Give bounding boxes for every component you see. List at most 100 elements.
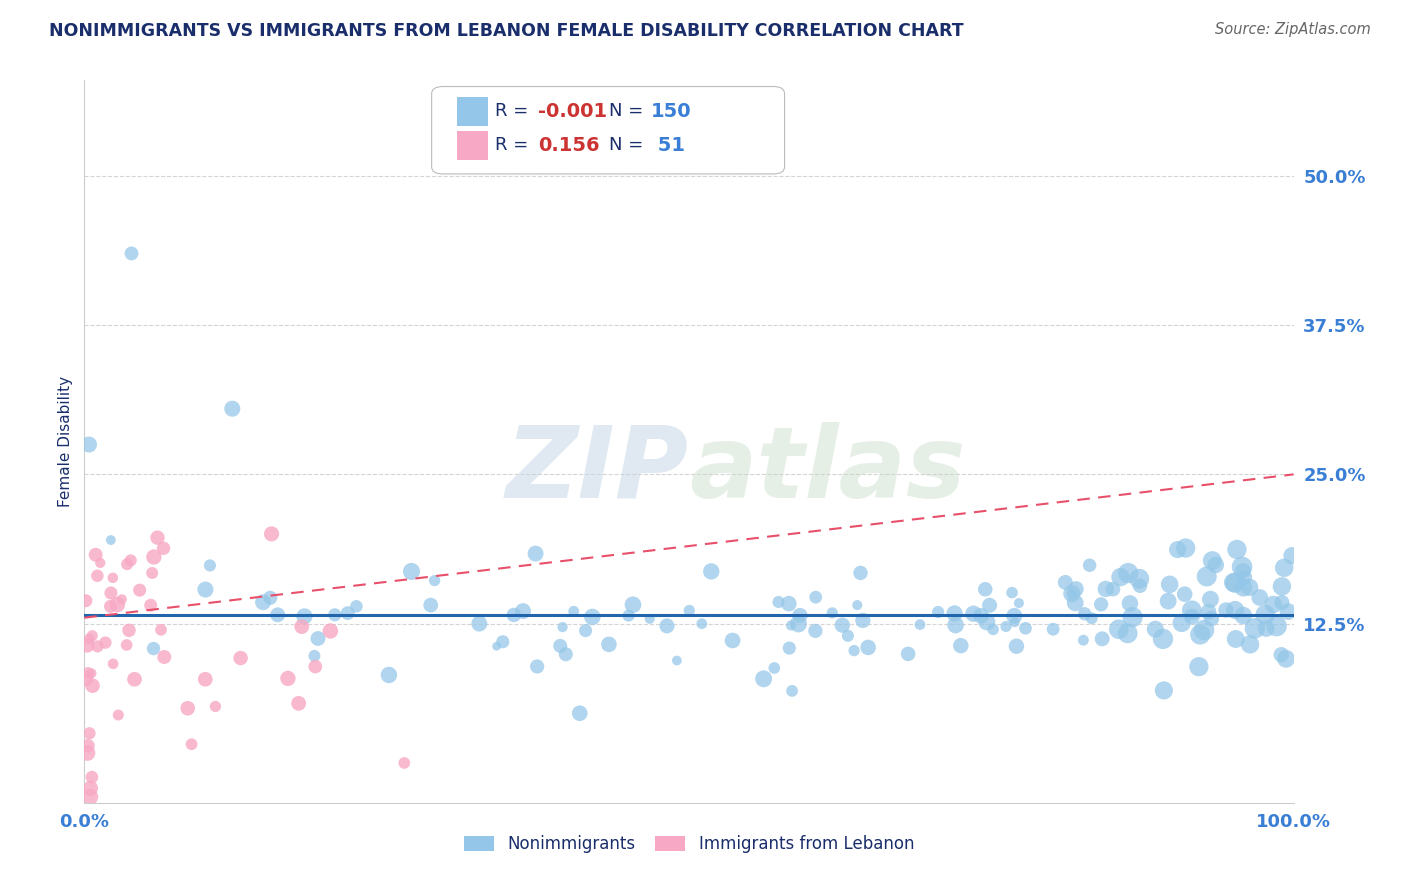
- Point: [80, 666, 103, 681]
- Point: [100, 586, 122, 600]
- Point: [1249, 591, 1271, 605]
- Point: [423, 574, 446, 588]
- Point: [778, 597, 800, 611]
- Point: [678, 603, 700, 617]
- Point: [1001, 585, 1024, 599]
- Point: [304, 659, 326, 673]
- Point: [1239, 580, 1261, 594]
- Point: [194, 582, 217, 597]
- Point: [700, 565, 723, 579]
- Text: 0.156: 0.156: [538, 136, 600, 155]
- Point: [1060, 587, 1083, 601]
- Point: [221, 401, 243, 416]
- Point: [778, 640, 800, 655]
- Point: [1222, 575, 1244, 590]
- Point: [198, 558, 221, 573]
- Point: [554, 647, 576, 661]
- Point: [721, 633, 744, 648]
- Point: [115, 638, 138, 652]
- Point: [1144, 622, 1167, 636]
- Point: [204, 699, 226, 714]
- Point: [1181, 609, 1204, 624]
- Point: [401, 565, 423, 579]
- Text: R =: R =: [495, 103, 534, 120]
- Point: [621, 598, 644, 612]
- Point: [394, 756, 416, 770]
- Point: [1002, 608, 1025, 623]
- Point: [787, 616, 810, 631]
- Point: [1004, 615, 1026, 629]
- Point: [1188, 659, 1211, 673]
- Point: [1060, 586, 1083, 600]
- Point: [1181, 603, 1204, 617]
- Point: [502, 607, 524, 622]
- Point: [1129, 579, 1152, 593]
- Point: [846, 598, 869, 612]
- Point: [142, 641, 165, 656]
- Point: [1128, 572, 1150, 586]
- Point: [1078, 558, 1101, 573]
- Point: [229, 651, 252, 665]
- Point: [101, 571, 124, 585]
- Point: [1239, 637, 1261, 651]
- Point: [548, 639, 571, 653]
- Point: [419, 598, 441, 612]
- Point: [1195, 569, 1218, 583]
- Point: [1271, 579, 1294, 593]
- Point: [128, 583, 150, 598]
- Text: R =: R =: [495, 136, 534, 154]
- Point: [598, 637, 620, 651]
- Point: [260, 527, 283, 541]
- Text: N =: N =: [609, 103, 643, 120]
- Point: [981, 623, 1004, 637]
- Point: [617, 608, 640, 623]
- Point: [291, 619, 314, 633]
- Point: [976, 615, 998, 629]
- Point: [526, 659, 548, 673]
- Point: [304, 648, 326, 663]
- Point: [94, 635, 117, 649]
- Point: [86, 640, 108, 654]
- Point: [77, 739, 100, 753]
- Point: [194, 672, 217, 686]
- Point: [105, 598, 128, 612]
- Point: [86, 568, 108, 582]
- Point: [75, 593, 97, 607]
- Point: [1170, 615, 1192, 630]
- Point: [79, 726, 101, 740]
- Point: [277, 672, 299, 686]
- Text: -0.001: -0.001: [538, 102, 607, 121]
- Point: [1199, 592, 1222, 607]
- Point: [1008, 596, 1031, 610]
- Point: [150, 623, 173, 637]
- Point: [789, 608, 811, 623]
- Point: [101, 657, 124, 671]
- Point: [1119, 596, 1142, 610]
- Point: [842, 643, 865, 657]
- Point: [115, 558, 138, 572]
- Point: [492, 634, 515, 648]
- Point: [1254, 607, 1277, 622]
- Point: [153, 650, 176, 665]
- Point: [856, 640, 879, 655]
- Point: [1233, 570, 1256, 584]
- Point: [752, 672, 775, 686]
- Point: [79, 781, 101, 796]
- Point: [1270, 648, 1292, 662]
- Point: [344, 599, 367, 614]
- Point: [76, 638, 98, 652]
- Point: [897, 647, 920, 661]
- Point: [77, 437, 100, 451]
- Point: [638, 612, 661, 626]
- Point: [107, 708, 129, 723]
- Point: [1215, 603, 1237, 617]
- Point: [1198, 605, 1220, 619]
- Point: [852, 614, 875, 628]
- Point: [177, 701, 200, 715]
- Point: [1192, 623, 1215, 637]
- Point: [1232, 581, 1254, 595]
- Point: [252, 595, 274, 609]
- Text: N =: N =: [609, 136, 643, 154]
- Point: [1080, 611, 1102, 625]
- Point: [121, 246, 143, 260]
